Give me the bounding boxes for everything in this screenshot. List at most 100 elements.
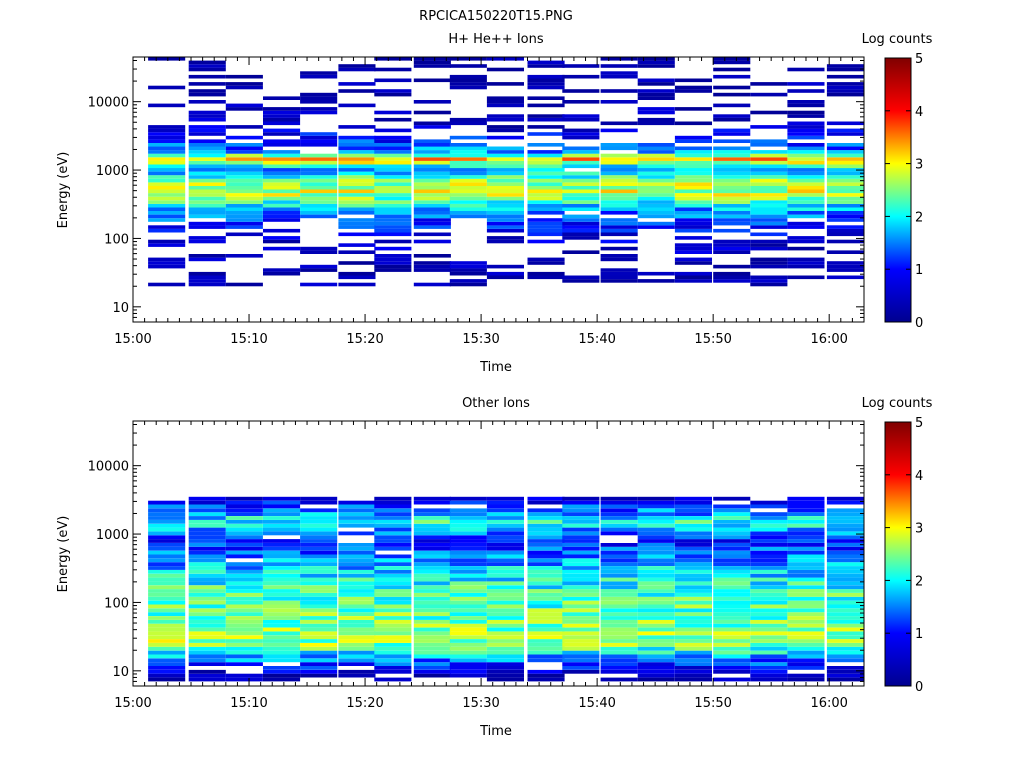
heatmap-cell xyxy=(449,527,487,532)
heatmap-cell xyxy=(600,639,638,643)
heatmap-cell xyxy=(300,508,338,513)
heatmap-cell xyxy=(787,643,825,647)
heatmap-cell xyxy=(263,203,301,208)
heatmap-cell xyxy=(562,631,600,636)
heatmap-cell xyxy=(188,64,226,68)
heatmap-cell xyxy=(826,623,864,628)
heatmap-cell xyxy=(338,516,376,520)
heatmap-cell xyxy=(188,658,226,663)
heatmap-cell xyxy=(713,185,751,190)
heatmap-cell xyxy=(674,203,712,208)
heatmap-cell xyxy=(826,171,864,176)
heatmap-cell xyxy=(826,64,864,68)
heatmap-cell xyxy=(374,257,412,262)
heatmap-cell xyxy=(750,535,788,540)
heatmap-cell xyxy=(413,558,451,563)
heatmap-cell xyxy=(413,639,451,643)
heatmap-cell xyxy=(225,600,263,605)
heatmap-cell xyxy=(300,182,338,186)
heatmap-cell xyxy=(413,546,451,551)
heatmap-cell xyxy=(449,207,487,211)
heatmap-cell xyxy=(713,275,751,280)
heatmap-cell xyxy=(374,211,412,215)
heatmap-cell xyxy=(338,508,376,513)
heatmap-cell xyxy=(338,160,376,165)
heatmap-cell xyxy=(225,125,263,129)
heatmap-cell xyxy=(263,132,301,136)
heatmap-cell xyxy=(188,153,226,158)
heatmap-cell xyxy=(413,189,451,194)
heatmap-cell xyxy=(300,558,338,563)
heatmap-cell xyxy=(674,225,712,229)
heatmap-cell xyxy=(486,100,524,104)
heatmap-cell xyxy=(787,639,825,643)
heatmap-cell xyxy=(263,569,301,574)
heatmap-cell xyxy=(374,496,412,501)
y-tick-label: 10000 xyxy=(88,460,129,475)
heatmap-cell xyxy=(225,569,263,574)
heatmap-cell xyxy=(750,650,788,655)
heatmap-cell xyxy=(674,243,712,247)
heatmap-cell xyxy=(486,239,524,244)
heatmap-cell xyxy=(148,282,186,287)
heatmap-cell xyxy=(713,562,751,566)
heatmap-cell xyxy=(750,531,788,536)
heatmap-cell xyxy=(787,627,825,632)
heatmap-cell xyxy=(713,164,751,169)
heatmap-cell xyxy=(787,100,825,104)
heatmap-cell xyxy=(374,57,412,61)
heatmap-cell xyxy=(188,128,226,133)
heatmap-cell xyxy=(225,519,263,524)
heatmap-cell xyxy=(413,211,451,215)
heatmap-cell xyxy=(148,153,186,158)
heatmap-cell xyxy=(148,619,186,624)
heatmap-cell xyxy=(674,581,712,586)
heatmap-cell xyxy=(300,616,338,620)
heatmap-cell xyxy=(148,143,186,147)
heatmap-cell xyxy=(486,616,524,620)
heatmap-cell xyxy=(562,612,600,616)
heatmap-cell xyxy=(713,67,751,72)
heatmap-cell xyxy=(486,164,524,169)
heatmap-cell xyxy=(338,646,376,651)
heatmap-cell xyxy=(527,562,565,566)
heatmap-cell xyxy=(338,619,376,624)
heatmap-cell xyxy=(674,168,712,172)
heatmap-cell xyxy=(300,604,338,609)
heatmap-cell xyxy=(263,182,301,186)
heatmap-cell xyxy=(527,616,565,620)
heatmap-cell xyxy=(826,608,864,613)
heatmap-cell xyxy=(148,631,186,636)
x-tick-label: 15:10 xyxy=(230,332,267,347)
heatmap-cell xyxy=(148,504,186,509)
heatmap-cell xyxy=(750,677,788,682)
heatmap-cell xyxy=(787,164,825,169)
heatmap-cell xyxy=(188,523,226,528)
heatmap-cell xyxy=(188,516,226,520)
heatmap-cell xyxy=(374,225,412,229)
heatmap-cell xyxy=(225,562,263,566)
colorbar-tick-label: 3 xyxy=(915,522,923,537)
heatmap-cell xyxy=(300,585,338,590)
heatmap-cell xyxy=(486,207,524,211)
heatmap-cell xyxy=(486,96,524,100)
heatmap-cell xyxy=(750,164,788,169)
heatmap-cell xyxy=(486,189,524,194)
heatmap-cell xyxy=(750,189,788,194)
heatmap-cell xyxy=(413,535,451,540)
heatmap-cell xyxy=(826,74,864,79)
heatmap-cell xyxy=(750,232,788,237)
heatmap-cell xyxy=(486,550,524,555)
heatmap-cell xyxy=(826,178,864,183)
heatmap-cell xyxy=(374,171,412,176)
heatmap-cell xyxy=(527,175,565,179)
heatmap-cell xyxy=(148,593,186,597)
heatmap-cell xyxy=(374,581,412,586)
heatmap-cell xyxy=(637,193,675,197)
heatmap-cell xyxy=(527,200,565,204)
heatmap-cell xyxy=(787,121,825,126)
heatmap-cell xyxy=(263,650,301,655)
heatmap-cell xyxy=(300,635,338,640)
heatmap-cell xyxy=(263,635,301,640)
